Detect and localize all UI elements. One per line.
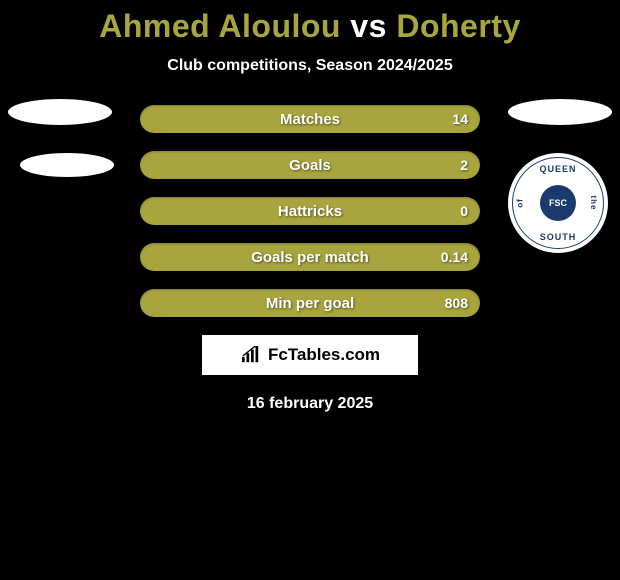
bar-chart-icon (240, 346, 262, 364)
vs-text: vs (350, 8, 387, 44)
crest-text-top: QUEEN (539, 164, 576, 174)
stat-right-value: 14 (452, 111, 468, 127)
crest-text-left: of (515, 198, 524, 208)
stat-row-hattricks: Hattricks 0 (140, 197, 480, 225)
stat-row-goals-per-match: Goals per match 0.14 (140, 243, 480, 271)
stat-row-matches: Matches 14 (140, 105, 480, 133)
content-area: QUEEN SOUTH of the FSC Matches 14 Goals … (0, 105, 620, 413)
crest-text-right: the (589, 196, 598, 211)
stats-bars: Matches 14 Goals 2 Hattricks 0 Goals per… (140, 105, 480, 317)
stat-label: Goals (289, 157, 331, 174)
subtitle: Club competitions, Season 2024/2025 (0, 57, 620, 75)
stat-row-min-per-goal: Min per goal 808 (140, 289, 480, 317)
stat-label: Min per goal (266, 295, 354, 312)
right-club-badges: QUEEN SOUTH of the FSC (508, 99, 612, 253)
left-badge-1 (8, 99, 112, 125)
stat-right-value: 2 (460, 157, 468, 173)
right-club-crest: QUEEN SOUTH of the FSC (508, 153, 608, 253)
right-badge-1 (508, 99, 612, 125)
stat-label: Hattricks (278, 203, 342, 220)
player-left-name: Ahmed Aloulou (99, 8, 341, 44)
stat-row-goals: Goals 2 (140, 151, 480, 179)
stat-label: Goals per match (251, 249, 369, 266)
left-club-badges (8, 99, 114, 205)
date-text: 16 february 2025 (0, 395, 620, 413)
stat-right-value: 808 (445, 295, 468, 311)
left-badge-2 (20, 153, 114, 177)
comparison-title: Ahmed Aloulou vs Doherty (0, 0, 620, 45)
stat-right-value: 0.14 (441, 249, 468, 265)
branding-box: FcTables.com (202, 335, 418, 375)
player-right-name: Doherty (396, 8, 520, 44)
crest-ring: QUEEN SOUTH of the FSC (512, 157, 604, 249)
crest-center: FSC (540, 185, 576, 221)
stat-right-value: 0 (460, 203, 468, 219)
stat-label: Matches (280, 111, 340, 128)
branding-text: FcTables.com (268, 345, 380, 365)
crest-text-bottom: SOUTH (540, 232, 577, 242)
